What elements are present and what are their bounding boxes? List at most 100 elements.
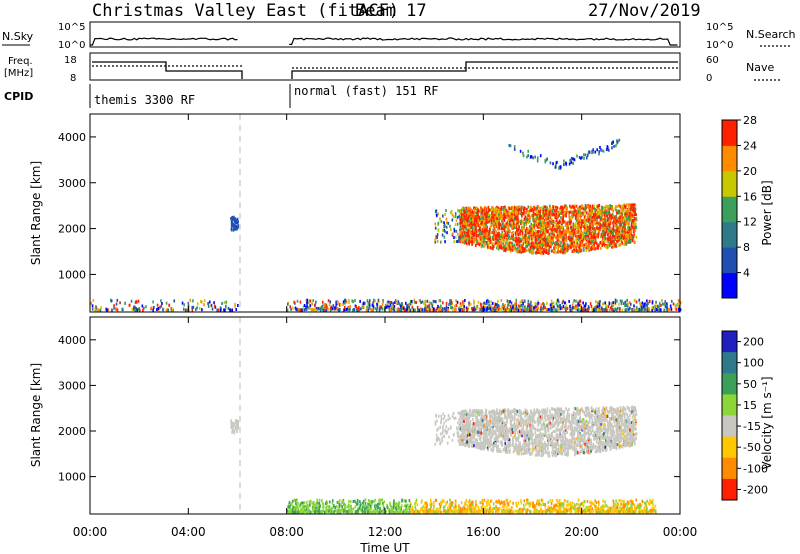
ionospheric-scatter-mark	[470, 238, 473, 242]
ionospheric-scatter-mark	[500, 211, 502, 215]
ionospheric-scatter-mark	[555, 242, 557, 246]
ionospheric-scatter-mark	[475, 206, 478, 210]
ionospheric-scatter-mark	[535, 207, 537, 211]
ground-scatter-band-mark	[482, 303, 485, 307]
ground-scatter-band-mark	[486, 301, 488, 305]
ionospheric-scatter-mark	[608, 217, 610, 221]
ground-scatter-band-mark	[510, 308, 512, 312]
ionospheric-scatter-mark	[491, 247, 494, 251]
ionospheric-scatter-mark	[517, 210, 519, 214]
ionospheric-scatter-mark	[630, 217, 632, 221]
ionospheric-scatter-mark	[571, 244, 573, 248]
ionospheric-scatter-mark	[591, 232, 594, 236]
ionospheric-scatter-mark	[562, 214, 565, 218]
ionospheric-scatter-mark	[622, 237, 624, 241]
ionospheric-scatter-mark	[477, 222, 479, 226]
ground-scatter-band-mark	[370, 501, 373, 505]
ground-scatter-band-mark	[562, 299, 565, 303]
ionospheric-scatter-mark	[512, 233, 515, 237]
ionospheric-scatter-mark	[520, 250, 523, 254]
ionospheric-scatter-mark	[561, 205, 563, 209]
ionospheric-scatter-mark	[620, 238, 622, 242]
ground-scatter-band-mark	[483, 308, 486, 312]
ionospheric-scatter-mark	[598, 229, 600, 233]
ionospheric-scatter-mark	[552, 209, 554, 213]
ionospheric-scatter-mark	[524, 233, 527, 237]
ionospheric-scatter-mark	[478, 226, 481, 230]
ionospheric-scatter-mark	[618, 232, 621, 236]
ionospheric-scatter-mark	[519, 233, 522, 237]
ionospheric-scatter-mark	[523, 247, 526, 251]
ground-scatter-band-mark	[307, 301, 309, 305]
ionospheric-scatter-mark	[536, 235, 539, 239]
ionospheric-scatter-mark	[536, 225, 539, 229]
ionospheric-scatter-mark	[525, 242, 528, 246]
ground-scatter-band-mark	[443, 307, 445, 311]
ionospheric-scatter-mark	[468, 226, 471, 230]
ground-scatter-band-mark	[424, 308, 426, 312]
ground-scatter-band-mark	[386, 305, 388, 309]
ionospheric-scatter-mark	[486, 210, 488, 214]
onset-patch-mark	[451, 218, 454, 222]
early-patch-mark	[232, 222, 235, 226]
ground-scatter-band-mark	[445, 302, 448, 306]
ionospheric-scatter-mark	[500, 244, 502, 248]
ionospheric-scatter-mark	[551, 242, 554, 246]
ionospheric-scatter-mark	[566, 230, 568, 234]
ground-scatter-band-mark	[466, 504, 469, 508]
ground-scatter-band-mark	[577, 300, 579, 304]
ground-scatter-band-mark	[191, 308, 194, 312]
ionospheric-scatter-mark	[613, 229, 616, 233]
ionospheric-scatter-mark	[469, 229, 471, 233]
ionospheric-scatter-mark	[527, 229, 529, 233]
ground-scatter-band-mark	[490, 300, 492, 304]
ionospheric-scatter-mark	[465, 209, 467, 213]
ionospheric-scatter-mark	[522, 242, 525, 246]
ionospheric-scatter-mark	[531, 240, 534, 244]
power-colorbar-segment	[722, 272, 737, 299]
ground-scatter-band-mark	[100, 306, 103, 310]
ionospheric-scatter-mark	[498, 214, 500, 218]
onset-patch-mark	[455, 229, 458, 233]
upper-arc-mark	[584, 153, 587, 157]
upper-arc-mark	[544, 159, 547, 163]
ionospheric-scatter-mark	[599, 246, 602, 250]
ionospheric-scatter-mark	[473, 208, 476, 212]
ionospheric-scatter-mark	[547, 214, 550, 218]
ionospheric-scatter-mark	[608, 239, 611, 243]
ground-scatter-band-mark	[638, 298, 641, 302]
ionospheric-scatter-mark	[532, 230, 534, 234]
ground-scatter-band-mark	[201, 308, 203, 312]
ionospheric-scatter-mark	[501, 222, 504, 226]
ionospheric-scatter-mark	[579, 226, 582, 230]
ground-scatter-band-mark	[635, 305, 638, 309]
ionospheric-scatter-mark	[612, 233, 614, 237]
ionospheric-scatter-mark	[511, 209, 514, 213]
ground-scatter-band-mark	[348, 300, 350, 304]
ground-scatter-band-mark	[474, 307, 477, 311]
upper-arc-mark	[607, 148, 610, 152]
ground-scatter-band-mark	[306, 298, 309, 302]
ionospheric-scatter-mark	[540, 228, 542, 232]
ground-scatter-band-mark	[398, 308, 400, 312]
ground-scatter-band-mark	[653, 506, 655, 510]
ground-scatter-band-mark	[495, 303, 497, 307]
ground-scatter-band-mark	[213, 301, 215, 305]
ground-scatter-band-mark	[497, 299, 499, 303]
ionospheric-scatter-mark	[520, 209, 523, 213]
ground-scatter-band-mark	[612, 501, 615, 505]
ground-scatter-band-mark	[471, 306, 473, 310]
ionospheric-scatter-mark	[561, 210, 564, 214]
nsky-label: N.Sky	[2, 30, 34, 43]
ground-scatter-band-mark	[489, 306, 491, 310]
ionospheric-scatter-mark	[624, 227, 626, 231]
ionospheric-scatter-mark	[596, 212, 599, 216]
ionospheric-scatter-mark	[521, 230, 524, 234]
ionospheric-scatter-mark	[470, 231, 472, 235]
ionospheric-scatter-mark	[604, 239, 606, 243]
ionospheric-scatter-mark	[534, 245, 536, 249]
ionospheric-scatter-mark	[619, 205, 622, 209]
ground-scatter-band-mark	[634, 308, 637, 312]
ground-scatter-band-mark	[478, 307, 481, 311]
ground-scatter-band-mark	[493, 308, 495, 312]
